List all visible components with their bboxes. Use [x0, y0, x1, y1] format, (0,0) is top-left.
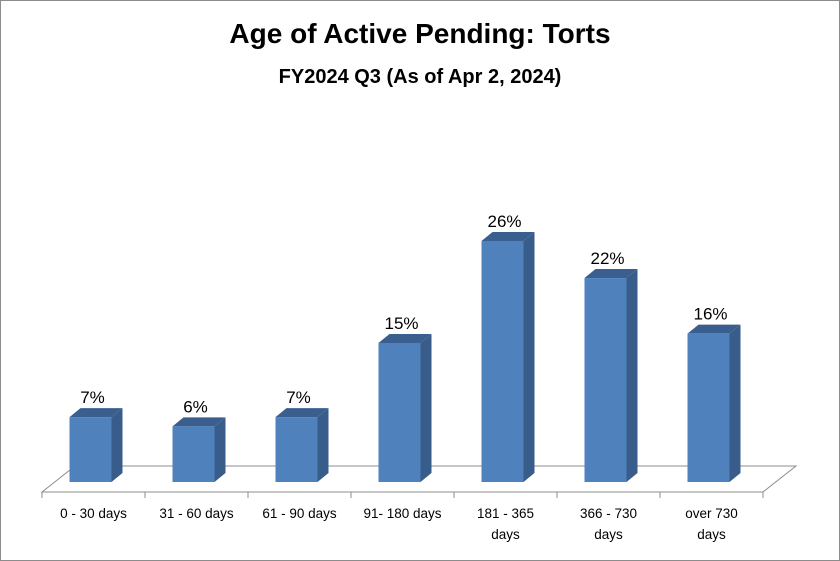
- bar-side: [420, 333, 432, 482]
- bar-front: [481, 240, 524, 482]
- bar-top: [481, 231, 535, 241]
- data-label: 22%: [590, 249, 624, 268]
- bar-front: [69, 417, 112, 482]
- category-label: 61 - 90 days: [262, 506, 337, 521]
- bar-top: [378, 333, 432, 343]
- data-label: 16%: [693, 305, 727, 324]
- category-axis: 0 - 30 days 31 - 60 days 61 - 90 days 91- 1…: [41, 492, 764, 542]
- bar: [378, 333, 432, 482]
- bar-side: [111, 408, 123, 482]
- data-label: 7%: [80, 388, 105, 407]
- data-label: 26%: [487, 212, 521, 231]
- bar: [687, 324, 741, 482]
- bar-front: [378, 342, 421, 482]
- data-label: 7%: [286, 388, 311, 407]
- chart-title: Age of Active Pending: Torts: [229, 18, 611, 49]
- bar-front: [275, 417, 318, 482]
- chart-subtitle: FY2024 Q3 (As of Apr 2, 2024): [278, 66, 562, 88]
- bar-front: [584, 278, 627, 482]
- category-label: 181 - 365: [477, 506, 534, 521]
- bar-top: [584, 269, 638, 279]
- bar-series: [69, 231, 741, 482]
- category-label: 91- 180 days: [363, 506, 441, 521]
- category-label: days: [594, 527, 623, 542]
- bar-side: [523, 231, 535, 482]
- data-labels: 7% 6% 7% 15% 26% 22% 16%: [80, 212, 727, 416]
- category-label: 366 - 730: [580, 506, 637, 521]
- bar-side: [729, 324, 741, 482]
- bar-front: [172, 426, 215, 482]
- data-label: 15%: [384, 314, 418, 333]
- bar-top: [687, 324, 741, 334]
- bar-side: [214, 417, 226, 482]
- bar: [172, 417, 226, 482]
- bar-front: [687, 333, 730, 482]
- bar-top: [69, 408, 123, 418]
- bar: [584, 269, 638, 482]
- category-label: days: [491, 527, 520, 542]
- bar-top: [275, 408, 329, 418]
- bar-top: [172, 417, 226, 427]
- data-label: 6%: [183, 397, 208, 416]
- category-label: 0 - 30 days: [60, 506, 127, 521]
- bar: [481, 231, 535, 482]
- bar: [275, 408, 329, 482]
- bar: [69, 408, 123, 482]
- category-label: over 730: [685, 506, 738, 521]
- category-label: 31 - 60 days: [159, 506, 234, 521]
- bar-side: [317, 408, 329, 482]
- category-label: days: [697, 527, 726, 542]
- bar-side: [626, 269, 638, 482]
